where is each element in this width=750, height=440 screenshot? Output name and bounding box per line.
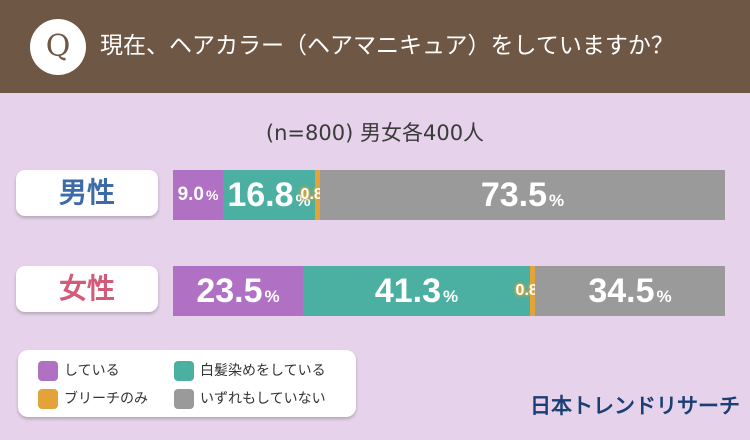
legend-item-coloring: している bbox=[38, 360, 120, 382]
male-bar-segment-gray-coverage bbox=[223, 170, 315, 220]
male-bar-segment-coloring bbox=[173, 170, 223, 220]
female-bar-segment-bleach-only bbox=[530, 266, 535, 316]
male-bar-segment-bleach-only bbox=[315, 170, 320, 220]
male-bar-segment-none bbox=[320, 170, 725, 220]
question-badge: Q bbox=[30, 19, 86, 75]
legend-label: ブリーチのみ bbox=[64, 391, 148, 407]
male-value-label-none: 73.5% bbox=[480, 176, 565, 214]
legend-swatch-gray bbox=[174, 389, 194, 409]
male-stacked-bar: 9.0%16.8%0.8%73.5% bbox=[173, 170, 725, 220]
legend-swatch-teal bbox=[174, 361, 194, 381]
legend-swatch-orange bbox=[38, 389, 58, 409]
question-text: 現在、ヘアカラー（ヘアマニキュア）をしていますか？ bbox=[100, 33, 674, 59]
legend-item-none: いずれもしていない bbox=[174, 388, 326, 410]
legend: している 白髪染めをしている ブリーチのみ いずれもしていない bbox=[18, 350, 356, 417]
brand-logo: 日本トレンドリサーチ bbox=[530, 394, 740, 418]
question-header: Q 現在、ヘアカラー（ヘアマニキュア）をしていますか？ bbox=[0, 0, 750, 93]
female-bar-segment-none bbox=[535, 266, 725, 316]
male-value-label-gray-coverage: 16.8% bbox=[227, 176, 311, 214]
sample-size-note: (n=800) 男女各400人 bbox=[265, 121, 485, 145]
legend-swatch-purple bbox=[38, 361, 58, 381]
male-category-label: 男性 bbox=[16, 170, 158, 216]
legend-label: 白髪染めをしている bbox=[200, 363, 326, 379]
female-value-label-none: 34.5% bbox=[588, 272, 672, 310]
female-bar-segment-gray-coverage bbox=[303, 266, 530, 316]
male-value-label-coloring: 9.0% bbox=[177, 184, 219, 205]
legend-item-gray-coverage: 白髪染めをしている bbox=[174, 360, 326, 382]
legend-label: いずれもしていない bbox=[200, 391, 326, 407]
female-value-label-gray-coverage: 41.3% bbox=[374, 272, 459, 310]
female-value-label-coloring: 23.5% bbox=[196, 272, 280, 310]
female-category-label: 女性 bbox=[16, 266, 158, 312]
female-stacked-bar: 23.5%41.3%0.8%34.5% bbox=[173, 266, 725, 316]
legend-item-bleach-only: ブリーチのみ bbox=[38, 388, 148, 410]
legend-label: している bbox=[64, 363, 120, 379]
female-bar-segment-coloring bbox=[173, 266, 303, 316]
